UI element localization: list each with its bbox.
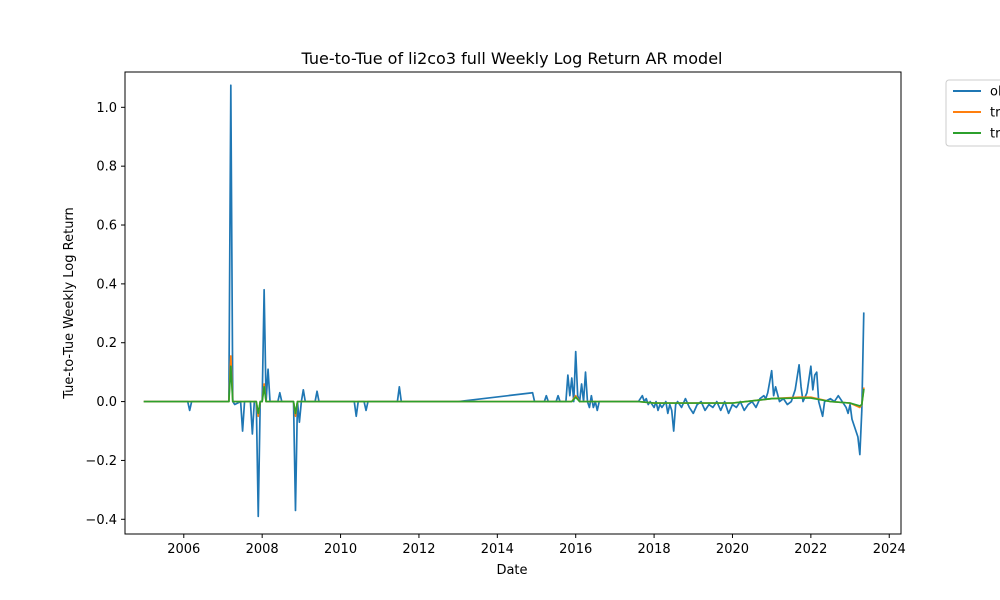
y-tick-label: −0.4 bbox=[85, 513, 117, 528]
x-tick-label: 2018 bbox=[638, 542, 671, 557]
x-tick-label: 2006 bbox=[167, 542, 200, 557]
x-tick-label: 2012 bbox=[402, 542, 435, 557]
y-tick-label: 1.0 bbox=[96, 101, 117, 116]
x-axis: 2006 2008 2010 2012 2014 2016 2018 2020 2022 2024 bbox=[167, 534, 906, 557]
legend-label: tr bbox=[990, 127, 1000, 142]
series-line-2 bbox=[143, 365, 865, 415]
legend-label: ol bbox=[990, 85, 1000, 100]
y-tick-label: 0.6 bbox=[96, 219, 117, 234]
x-tick-label: 2020 bbox=[716, 542, 749, 557]
chart-title: Tue-to-Tue of li2co3 full Weekly Log Ret… bbox=[300, 49, 722, 68]
y-tick-label: −0.2 bbox=[85, 454, 117, 469]
legend: ol tr tr bbox=[945, 79, 1000, 147]
x-axis-label: Date bbox=[496, 563, 527, 578]
x-tick-label: 2010 bbox=[324, 542, 357, 557]
y-axis-label: Tue-to-Tue Weekly Log Return bbox=[62, 207, 77, 400]
y-tick-label: 0.8 bbox=[96, 160, 117, 175]
plot-area-frame bbox=[124, 71, 902, 535]
y-tick-label: 0.4 bbox=[96, 277, 117, 292]
legend-label: tr bbox=[990, 106, 1000, 121]
x-tick-label: 2016 bbox=[559, 542, 592, 557]
y-tick-label: 0.0 bbox=[96, 395, 117, 410]
series-line-0 bbox=[143, 84, 865, 518]
y-tick-label: 0.2 bbox=[96, 336, 117, 351]
x-tick-label: 2008 bbox=[246, 542, 279, 557]
plot-series bbox=[143, 84, 865, 518]
y-axis: −0.4 −0.2 0.0 0.2 0.4 0.6 0.8 1.0 bbox=[85, 101, 125, 528]
x-tick-label: 2022 bbox=[794, 542, 827, 557]
x-tick-label: 2014 bbox=[481, 542, 514, 557]
x-tick-label: 2024 bbox=[873, 542, 906, 557]
